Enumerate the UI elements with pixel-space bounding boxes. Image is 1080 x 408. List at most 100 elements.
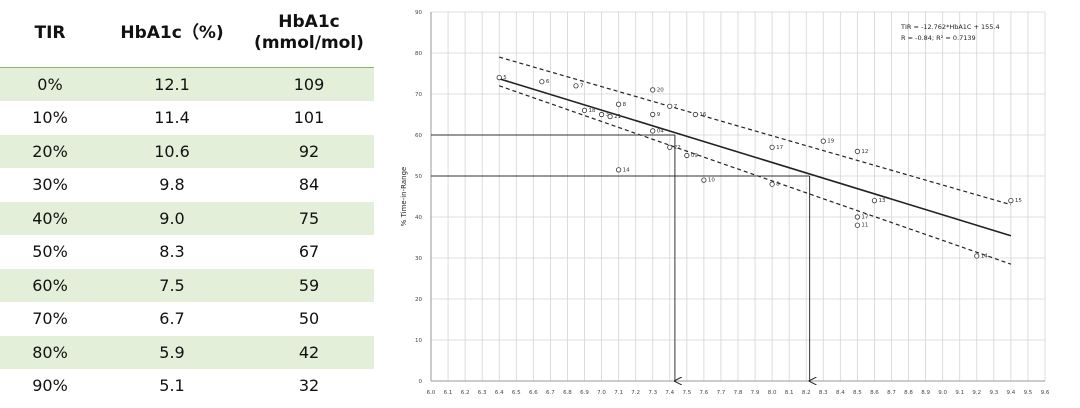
data-point-label: 7 <box>580 83 584 89</box>
x-tick-label: 8.9 <box>921 390 930 396</box>
table-row: 30% 9.8 84 <box>0 168 374 202</box>
data-point <box>667 103 673 109</box>
y-tick-label: 90 <box>415 10 422 16</box>
data-point-label: 22 <box>674 145 681 151</box>
data-point-label: 8 <box>776 182 780 188</box>
x-tick-label: 9.2 <box>972 390 981 396</box>
cell-hba1c-mmol: 101 <box>293 108 325 128</box>
data-point <box>573 83 579 89</box>
x-tick-label: 7.8 <box>734 390 743 396</box>
x-tick-label: 8.6 <box>870 390 879 396</box>
x-tick-label: 6.9 <box>580 390 589 396</box>
data-point <box>616 167 622 173</box>
data-point <box>598 111 605 118</box>
x-tick-label: 6.4 <box>495 390 504 396</box>
data-point-label: 6 <box>546 79 550 85</box>
y-tick-label: 0 <box>419 379 423 385</box>
data-point-label: 9 <box>657 112 661 118</box>
data-point-label: 11 <box>861 223 868 229</box>
y-tick-label: 10 <box>415 338 422 344</box>
header-hba1c-percent: HbA1c（%) <box>120 22 224 43</box>
cell-hba1c-mmol: 92 <box>298 141 320 161</box>
hba1c-tir-table: TIR HbA1c（%) HbA1c (mmol/mol) 0% 12.1 109 1… <box>0 0 374 403</box>
table-header-row: TIR HbA1c（%) HbA1c (mmol/mol) <box>0 0 374 67</box>
x-tick-label: 7.3 <box>648 390 657 396</box>
x-tick-label: 9.6 <box>1041 390 1050 396</box>
cell-tir: 60% <box>32 275 68 295</box>
data-point <box>650 128 656 134</box>
cell-hba1c-mmol: 42 <box>298 342 320 362</box>
cell-hba1c-percent: 9.0 <box>159 208 185 228</box>
regression-annotation: TIR = -12.762*HbA1C + 155.4 <box>900 23 1000 31</box>
cell-hba1c-percent: 12.1 <box>154 74 190 94</box>
cell-tir: 10% <box>32 108 68 128</box>
data-point <box>692 111 698 118</box>
data-point-label: 13 <box>878 198 885 204</box>
x-tick-label: 6.2 <box>461 390 470 396</box>
x-tick-label: 9.3 <box>989 390 998 396</box>
data-point <box>650 111 656 118</box>
x-tick-label: 8.4 <box>836 390 845 396</box>
x-tick-label: 8.5 <box>853 390 862 396</box>
x-tick-label: 6.0 <box>427 390 436 396</box>
data-point-label: 17 <box>861 215 868 221</box>
data-point <box>607 113 613 120</box>
data-point <box>650 87 656 93</box>
cell-hba1c-mmol: 32 <box>298 376 320 396</box>
cell-hba1c-percent: 8.3 <box>159 242 185 262</box>
x-tick-label: 8.3 <box>819 390 828 396</box>
y-tick-label: 40 <box>415 215 422 221</box>
cell-tir: 20% <box>32 141 68 161</box>
cell-hba1c-mmol: 84 <box>298 175 320 195</box>
data-point-label: 10 <box>708 178 715 184</box>
data-point-label: 09 <box>691 153 698 159</box>
data-point <box>769 144 775 150</box>
header-hba1c-mmol-line2: (mmol/mol) <box>254 33 364 54</box>
data-point-label: 5 <box>503 75 507 81</box>
data-point <box>667 144 673 150</box>
cell-tir: 0% <box>37 74 63 94</box>
data-point-label: 12 <box>861 149 868 155</box>
cell-hba1c-percent: 5.9 <box>159 342 185 362</box>
data-point-label: 8 <box>623 102 627 108</box>
x-tick-label: 7.6 <box>700 390 709 396</box>
x-tick-label: 7.0 <box>597 390 606 396</box>
table-row: 20% 10.6 92 <box>0 134 374 168</box>
x-tick-label: 9.4 <box>1007 390 1016 396</box>
data-point <box>854 214 860 220</box>
table-row: 40% 9.0 75 <box>0 201 374 235</box>
x-tick-label: 6.7 <box>546 390 555 396</box>
header-hba1c-mmol-line1: HbA1c <box>278 12 340 33</box>
data-point <box>581 107 588 114</box>
hba1c-tir-table-panel: TIR HbA1c（%) HbA1c (mmol/mol) 0% 12.1 109 1… <box>0 0 374 403</box>
cell-hba1c-percent: 9.8 <box>159 175 185 195</box>
x-tick-label: 6.1 <box>444 390 453 396</box>
x-tick-label: 9.1 <box>955 390 964 396</box>
y-tick-label: 50 <box>415 174 422 180</box>
data-point <box>974 253 980 259</box>
cell-hba1c-percent: 5.1 <box>159 376 185 396</box>
data-point-label: 17 <box>776 145 783 151</box>
data-point-label: 04 <box>657 128 664 134</box>
data-point <box>820 138 826 144</box>
cell-hba1c-mmol: 67 <box>298 242 320 262</box>
cell-hba1c-mmol: 109 <box>293 74 325 94</box>
data-point-label: 14 <box>623 167 630 173</box>
data-point-label: 16 <box>699 112 706 118</box>
x-tick-label: 7.2 <box>631 390 640 396</box>
data-point-label: 20 <box>657 87 664 93</box>
table-row: 60% 7.5 59 <box>0 268 374 302</box>
x-tick-label: 9.5 <box>1024 390 1033 396</box>
data-point <box>496 75 502 81</box>
cell-hba1c-mmol: 75 <box>298 208 320 228</box>
cell-tir: 70% <box>32 309 68 329</box>
cell-tir: 80% <box>32 342 68 362</box>
cell-hba1c-percent: 6.7 <box>159 309 185 329</box>
y-tick-label: 80 <box>415 51 422 57</box>
y-tick-label: 20 <box>415 297 422 303</box>
cell-hba1c-mmol: 50 <box>298 309 320 329</box>
data-point <box>701 177 707 183</box>
y-tick-label: 30 <box>415 256 422 262</box>
x-tick-label: 6.3 <box>478 390 487 396</box>
upper-confidence-line <box>499 56 1012 206</box>
